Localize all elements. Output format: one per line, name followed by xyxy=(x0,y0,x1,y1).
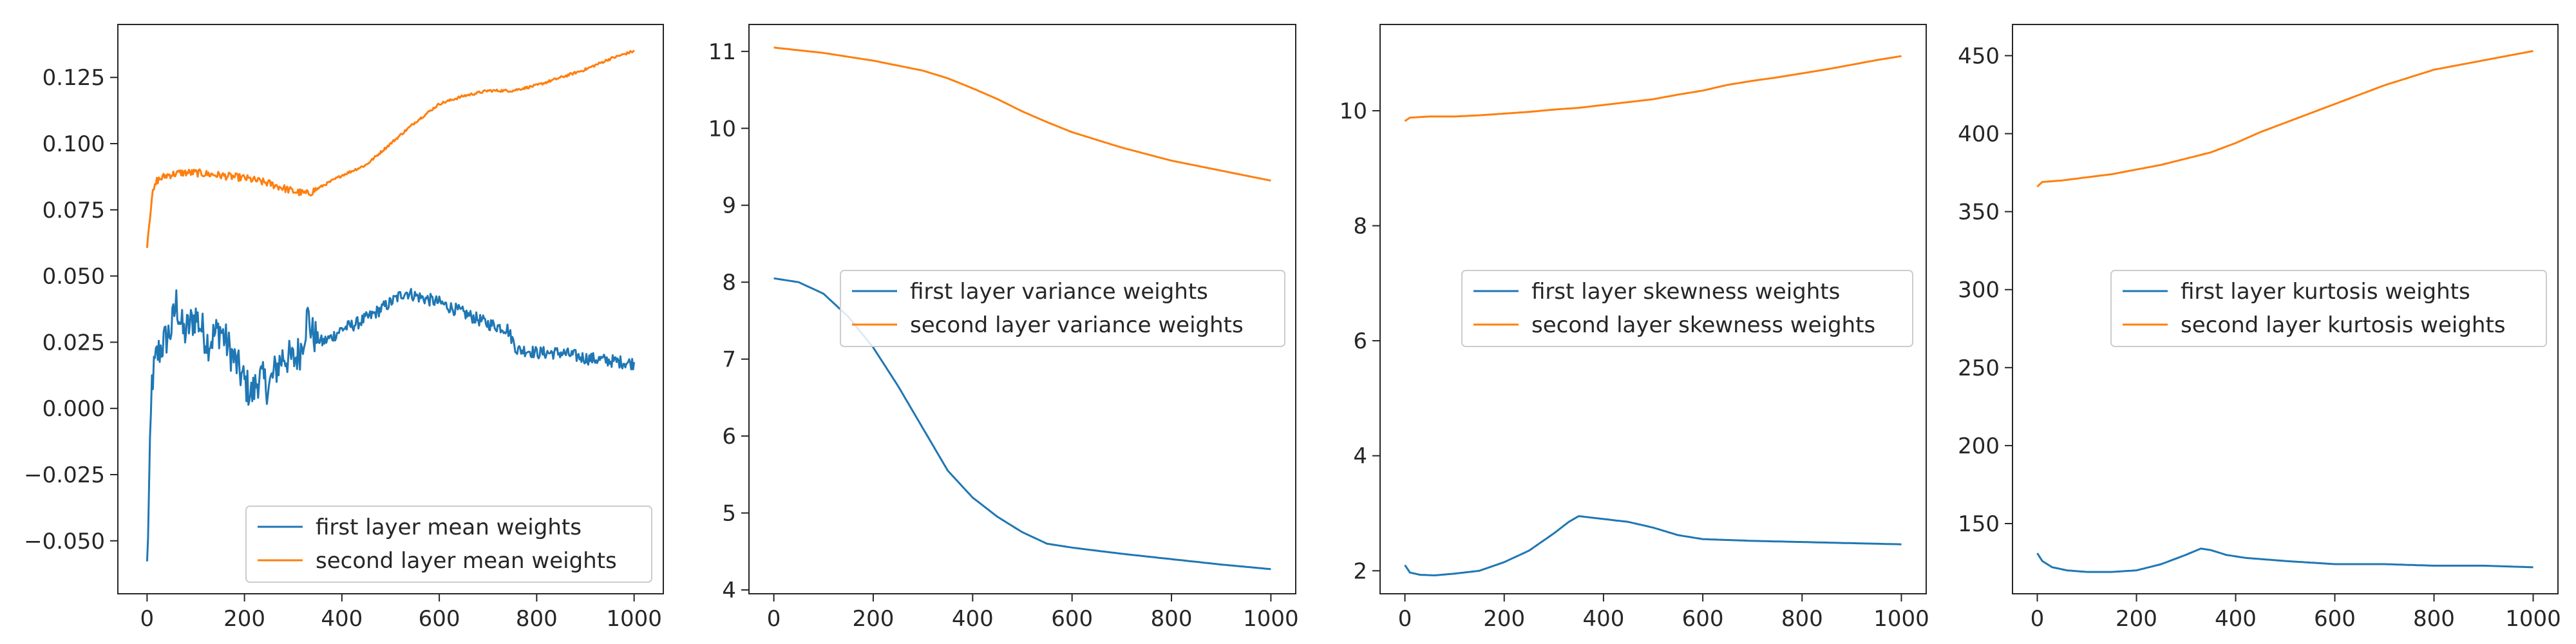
plot-frame xyxy=(117,24,664,594)
y-tick-label: 5 xyxy=(722,501,736,527)
x-tick-label: 800 xyxy=(1781,606,1823,632)
series-line-4-1 xyxy=(2036,547,2533,573)
chart-panel-3: 0 200 400 600 800 1000 2 4 6 8 10 first layer skewn… xyxy=(1340,24,1929,632)
y-tick-label: 250 xyxy=(1958,355,2000,381)
legend-entry: second layer variance weights xyxy=(910,312,1244,338)
plot-frame xyxy=(2012,24,2559,594)
x-tick-label: 200 xyxy=(853,606,895,632)
x-tick-label: 600 xyxy=(2314,606,2356,632)
y-tick-label: 150 xyxy=(1958,511,2000,537)
chart-panel-2: 0 200 400 600 800 1000 4 5 6 7 8 9 10 11 first layer v… xyxy=(708,24,1299,632)
legend-entry: first layer skewness weights xyxy=(1531,279,1840,305)
y-tick-label: 300 xyxy=(1958,278,2000,303)
x-tick-label: 200 xyxy=(223,606,265,632)
y-tick-label: 2 xyxy=(1353,558,1367,584)
y-tick-label: 10 xyxy=(708,116,736,142)
x-tick-label: 800 xyxy=(2413,606,2455,632)
series-line-1-2 xyxy=(146,50,635,249)
x-tick-label: 800 xyxy=(1151,606,1193,632)
x-tick-label: 600 xyxy=(1051,606,1093,632)
x-tick-label: 0 xyxy=(140,606,155,632)
x-tick-label: 800 xyxy=(516,606,558,632)
x-tick-label: 400 xyxy=(952,606,994,632)
legend: first layer skewness weights second layer… xyxy=(1461,270,1913,347)
y-tick-label: 10 xyxy=(1340,99,1367,124)
series-line-3-1 xyxy=(1404,515,1902,576)
y-tick-label: 350 xyxy=(1958,200,2000,225)
chart-panel-4: 0 200 400 600 800 1000 150 200 250 300 350 400 450 fi… xyxy=(1958,24,2561,632)
series-line-1-1 xyxy=(146,288,636,562)
x-tick-label: 1000 xyxy=(1243,606,1299,632)
x-tick-label: 1000 xyxy=(606,606,662,632)
x-tick-label: 200 xyxy=(2116,606,2157,632)
legend-entry: first layer variance weights xyxy=(910,279,1208,305)
x-tick-label: 400 xyxy=(321,606,363,632)
x-tick-label: 1000 xyxy=(2505,606,2561,632)
x-tick-label: 400 xyxy=(2215,606,2257,632)
y-tick-label: −0.025 xyxy=(24,462,105,488)
legend-entry: second layer mean weights xyxy=(316,548,617,574)
legend: first layer kurtosis weights second layer… xyxy=(2110,270,2547,347)
y-tick-label: 4 xyxy=(1353,444,1367,469)
y-tick-label: 7 xyxy=(722,347,736,373)
legend-entry: second layer skewness weights xyxy=(1531,312,1875,338)
y-tick-label: 0.025 xyxy=(43,330,105,355)
y-tick-label: 200 xyxy=(1958,433,2000,459)
y-tick-label: 8 xyxy=(1353,214,1367,240)
series-line-3-2 xyxy=(1404,55,1902,122)
legend-box xyxy=(840,270,1285,347)
y-tick-label: 6 xyxy=(722,424,736,450)
x-tick-label: 400 xyxy=(1582,606,1624,632)
legend-entry: second layer kurtosis weights xyxy=(2181,312,2506,338)
y-tick-label: 6 xyxy=(1353,328,1367,354)
y-tick-label: 450 xyxy=(1958,43,2000,69)
y-tick-label: 0.000 xyxy=(43,396,105,422)
legend: first layer mean weights second layer mea… xyxy=(245,506,652,583)
x-tick-label: 1000 xyxy=(1873,606,1929,632)
series-line-2-2 xyxy=(773,46,1271,182)
x-tick-label: 200 xyxy=(1483,606,1525,632)
x-tick-label: 0 xyxy=(767,606,781,632)
y-tick-label: 8 xyxy=(722,270,736,296)
legend: first layer variance weights second layer… xyxy=(840,270,1285,347)
y-tick-label: 4 xyxy=(722,578,736,603)
legend-entry: first layer mean weights xyxy=(316,515,582,540)
legend-box xyxy=(245,506,652,583)
x-tick-label: 600 xyxy=(419,606,460,632)
series-line-4-2 xyxy=(2036,50,2533,187)
x-tick-label: 0 xyxy=(2031,606,2045,632)
y-tick-label: 9 xyxy=(722,193,736,219)
y-tick-label: 0.075 xyxy=(43,198,105,223)
plot-frame xyxy=(748,24,1296,594)
legend-box xyxy=(2110,270,2547,347)
x-tick-label: 600 xyxy=(1682,606,1724,632)
x-tick-label: 0 xyxy=(1398,606,1412,632)
legend-box xyxy=(1461,270,1913,347)
y-tick-label: −0.050 xyxy=(24,529,105,554)
legend-entry: first layer kurtosis weights xyxy=(2181,279,2470,305)
y-tick-label: 0.125 xyxy=(43,65,105,91)
y-tick-label: 11 xyxy=(708,39,736,65)
y-tick-label: 0.050 xyxy=(43,264,105,290)
y-tick-label: 0.100 xyxy=(43,131,105,157)
chart-panel-1: 0 200 400 600 800 1000 −0.050 −0.025 0.000 0.025 0… xyxy=(24,24,664,632)
y-tick-label: 400 xyxy=(1958,122,2000,147)
plot-frame xyxy=(1379,24,1927,594)
